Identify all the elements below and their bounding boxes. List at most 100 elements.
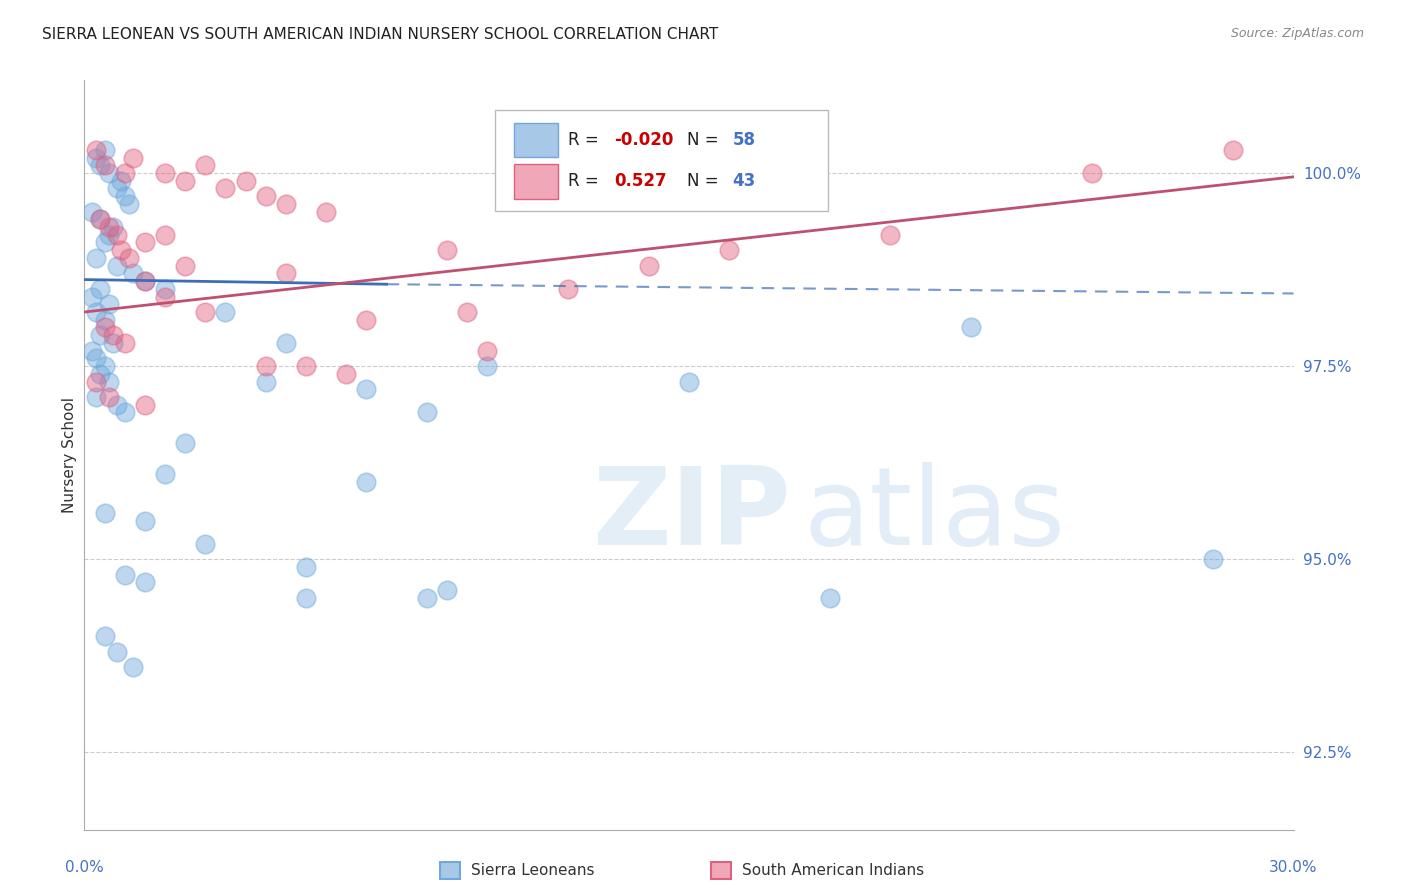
Point [477, 359, 499, 373]
Point [110, 244, 132, 258]
Point [89, 282, 111, 296]
Point [818, 591, 841, 605]
Point [356, 475, 378, 489]
Point [121, 660, 143, 674]
Point [86, 390, 108, 404]
Point [101, 335, 124, 350]
Point [97, 220, 120, 235]
Point [174, 259, 197, 273]
Point [153, 282, 176, 296]
Point [110, 174, 132, 188]
Text: 0.0%: 0.0% [65, 860, 104, 875]
Point [93, 235, 115, 250]
Point [89, 158, 111, 172]
Text: 43: 43 [733, 172, 755, 190]
Point [134, 235, 156, 250]
Point [416, 405, 439, 419]
Point [134, 274, 156, 288]
Point [114, 166, 136, 180]
Point [416, 591, 439, 605]
Text: Source: ZipAtlas.com: Source: ZipAtlas.com [1230, 27, 1364, 40]
Point [254, 189, 277, 203]
Point [89, 328, 111, 343]
Text: -0.020: -0.020 [614, 131, 673, 149]
Point [254, 375, 277, 389]
Point [86, 151, 108, 165]
Point [114, 567, 136, 582]
Point [295, 560, 318, 574]
Point [89, 367, 111, 381]
FancyBboxPatch shape [513, 123, 558, 158]
Point [114, 405, 136, 419]
Point [477, 343, 499, 358]
Text: N =: N = [686, 172, 724, 190]
Point [118, 251, 141, 265]
Point [93, 158, 115, 172]
Point [93, 506, 115, 520]
Point [1222, 143, 1244, 157]
Point [114, 189, 136, 203]
Point [114, 335, 136, 350]
Point [86, 351, 108, 366]
Text: R =: R = [568, 131, 605, 149]
Point [93, 320, 115, 334]
Text: SIERRA LEONEAN VS SOUTH AMERICAN INDIAN NURSERY SCHOOL CORRELATION CHART: SIERRA LEONEAN VS SOUTH AMERICAN INDIAN … [42, 27, 718, 42]
Point [274, 335, 297, 350]
Point [101, 220, 124, 235]
Text: 58: 58 [733, 131, 755, 149]
Point [101, 328, 124, 343]
Point [93, 143, 115, 157]
FancyBboxPatch shape [495, 111, 828, 211]
Text: R =: R = [568, 172, 605, 190]
Point [356, 382, 378, 396]
Point [134, 274, 156, 288]
Point [97, 297, 120, 311]
Text: N =: N = [686, 131, 724, 149]
Point [105, 398, 128, 412]
Point [121, 151, 143, 165]
Point [86, 305, 108, 319]
Y-axis label: Nursery School: Nursery School [62, 397, 77, 513]
Point [637, 259, 659, 273]
Point [174, 174, 197, 188]
Point [93, 630, 115, 644]
Point [295, 591, 318, 605]
Point [82, 289, 104, 303]
Point [153, 289, 176, 303]
Point [105, 181, 128, 195]
Point [153, 467, 176, 482]
Point [235, 174, 257, 188]
Point [194, 305, 217, 319]
FancyBboxPatch shape [513, 164, 558, 199]
Point [174, 436, 197, 450]
Point [118, 197, 141, 211]
Point [97, 227, 120, 242]
Point [254, 359, 277, 373]
Point [93, 312, 115, 326]
Point [89, 212, 111, 227]
Point [93, 359, 115, 373]
Point [86, 143, 108, 157]
Point [97, 375, 120, 389]
Point [274, 266, 297, 280]
Point [153, 227, 176, 242]
Point [97, 166, 120, 180]
Point [678, 375, 700, 389]
Point [436, 583, 458, 598]
Text: ZIP: ZIP [592, 462, 790, 568]
Point [879, 227, 901, 242]
Point [89, 212, 111, 227]
Text: Sierra Leoneans: Sierra Leoneans [471, 863, 595, 878]
Point [456, 305, 478, 319]
Point [214, 181, 236, 195]
Point [121, 266, 143, 280]
Point [105, 645, 128, 659]
Point [315, 204, 337, 219]
Point [214, 305, 236, 319]
Point [97, 390, 120, 404]
Point [436, 244, 458, 258]
Point [82, 204, 104, 219]
Point [105, 227, 128, 242]
Point [86, 375, 108, 389]
Point [153, 166, 176, 180]
